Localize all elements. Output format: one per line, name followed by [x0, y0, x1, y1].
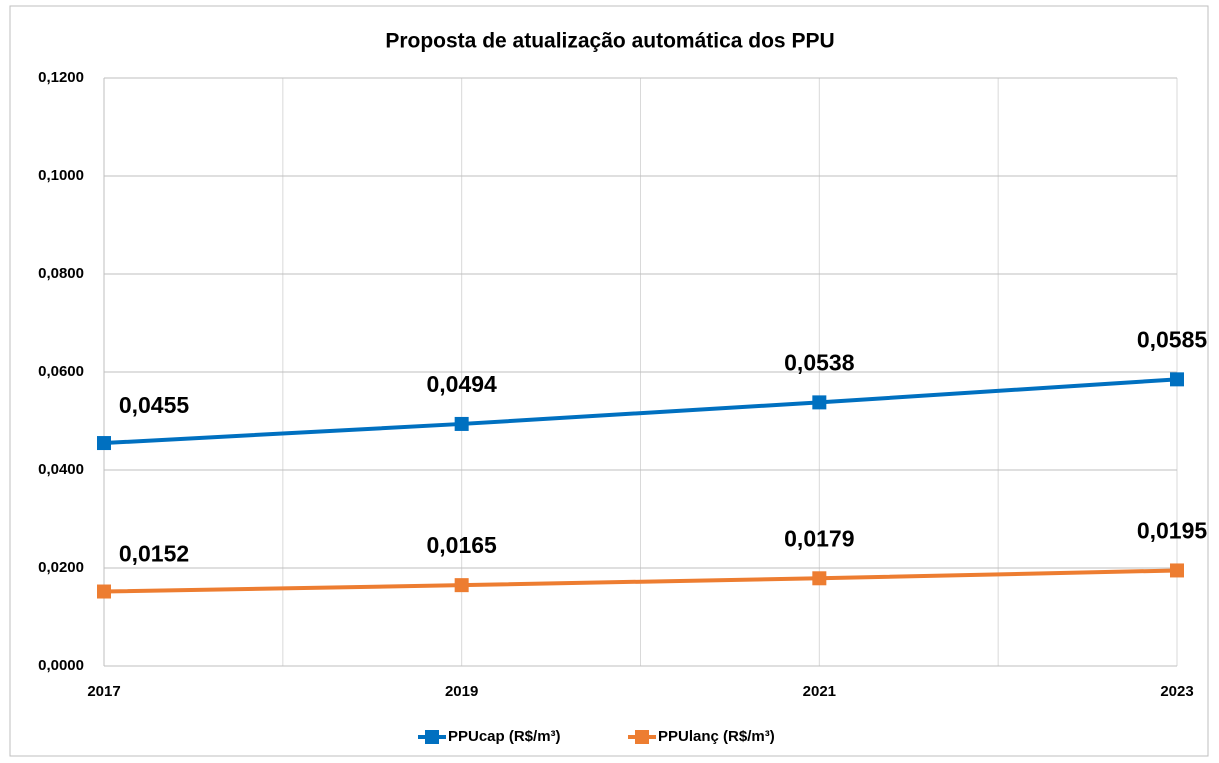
data-point — [97, 436, 111, 451]
chart-frame — [9, 5, 1209, 757]
data-point — [1170, 372, 1184, 387]
data-point — [812, 571, 827, 586]
data-label: 0,0538 — [784, 349, 855, 375]
legend-label: PPUlanç (R$/m³) — [658, 728, 775, 745]
series-line — [103, 377, 1178, 446]
data-point — [812, 395, 827, 410]
data-label: 0,0152 — [119, 541, 189, 567]
data-label: 0,0179 — [784, 525, 854, 551]
y-tick-label: 0,0800 — [38, 265, 84, 282]
legend-marker — [425, 730, 439, 744]
legend-marker — [635, 730, 649, 744]
x-tick-label: 2021 — [803, 683, 836, 700]
legend-label: PPUcap (R$/m³) — [448, 728, 561, 745]
data-point — [454, 578, 469, 593]
y-tick-label: 0,0400 — [38, 461, 84, 478]
data-label: 0,0494 — [426, 371, 497, 397]
x-tick-label: 2023 — [1160, 683, 1193, 700]
data-label: 0,0585 — [1137, 326, 1208, 352]
data-label: 0,0165 — [426, 532, 497, 558]
data-label: 0,0195 — [1137, 518, 1208, 544]
series-line — [103, 568, 1178, 594]
data-point — [97, 584, 111, 599]
y-tick-label: 0,0600 — [38, 363, 84, 380]
x-tick-label: 2017 — [87, 683, 120, 700]
data-point — [1170, 563, 1184, 578]
chart-title: Proposta de atualização automática dos P… — [385, 30, 834, 53]
y-tick-label: 0,0200 — [38, 559, 84, 576]
data-label: 0,0455 — [119, 392, 190, 418]
x-tick-label: 2019 — [445, 683, 478, 700]
data-point — [454, 416, 469, 431]
y-tick-label: 0,1200 — [38, 69, 84, 86]
y-tick-label: 0,0000 — [38, 657, 84, 674]
y-tick-label: 0,1000 — [38, 167, 84, 184]
